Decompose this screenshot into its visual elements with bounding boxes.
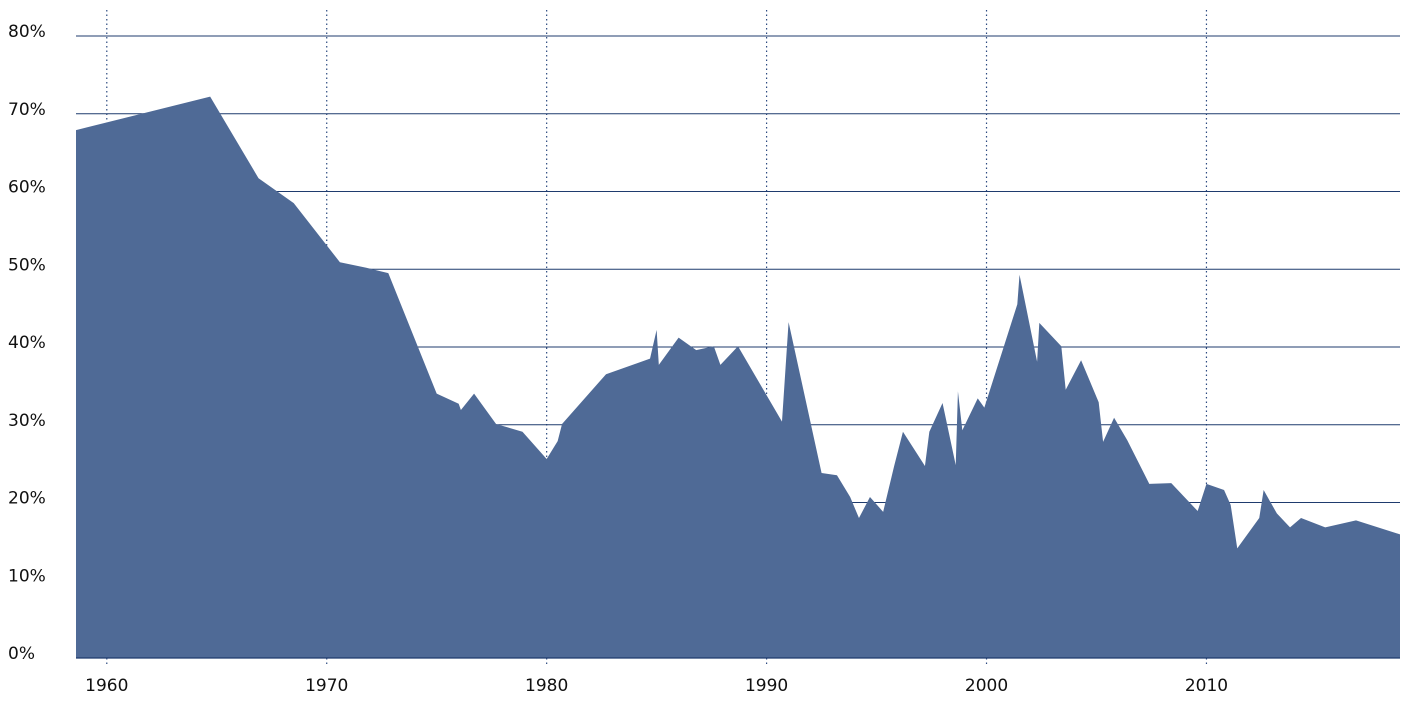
- y-tick-label: 50%: [8, 255, 46, 275]
- x-tick-label: 1990: [745, 676, 788, 696]
- area: [76, 96, 1400, 658]
- y-tick-label: 10%: [8, 566, 46, 586]
- x-tick-label: 1980: [525, 676, 568, 696]
- x-tick-label: 1960: [85, 676, 128, 696]
- x-tick-label: 2010: [1185, 676, 1228, 696]
- y-tick-label: 80%: [8, 22, 46, 42]
- x-tick-label: 1970: [305, 676, 348, 696]
- y-tick-label: 0%: [8, 644, 35, 664]
- y-tick-label: 30%: [8, 411, 46, 431]
- y-tick-label: 20%: [8, 489, 46, 509]
- y-tick-label: 40%: [8, 333, 46, 353]
- x-tick-label: 2000: [965, 676, 1008, 696]
- y-tick-label: 70%: [8, 100, 46, 120]
- y-tick-label: 60%: [8, 178, 46, 198]
